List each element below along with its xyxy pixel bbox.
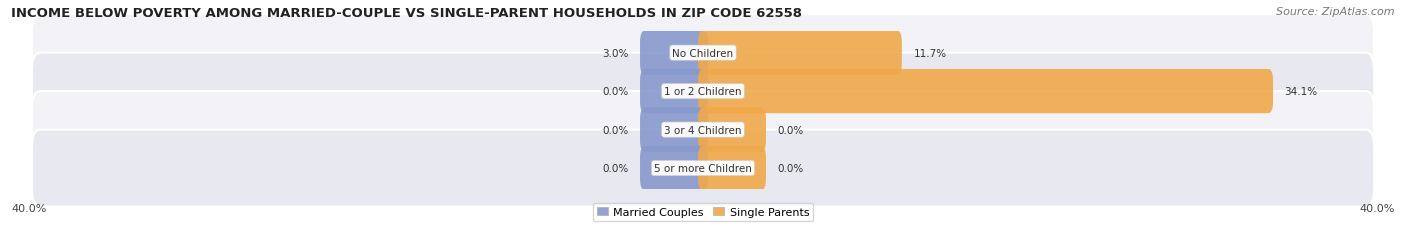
Text: 0.0%: 0.0%	[778, 125, 804, 135]
FancyBboxPatch shape	[640, 146, 709, 190]
FancyBboxPatch shape	[32, 53, 1374, 130]
FancyBboxPatch shape	[640, 70, 709, 114]
Text: Source: ZipAtlas.com: Source: ZipAtlas.com	[1277, 7, 1395, 17]
Text: 11.7%: 11.7%	[914, 49, 946, 58]
FancyBboxPatch shape	[32, 15, 1374, 92]
FancyBboxPatch shape	[640, 108, 709, 152]
Text: 0.0%: 0.0%	[602, 163, 628, 173]
Text: 3.0%: 3.0%	[602, 49, 628, 58]
FancyBboxPatch shape	[32, 92, 1374, 168]
Text: 40.0%: 40.0%	[11, 203, 46, 213]
Text: 34.1%: 34.1%	[1285, 87, 1317, 97]
Text: 1 or 2 Children: 1 or 2 Children	[664, 87, 742, 97]
Text: 5 or more Children: 5 or more Children	[654, 163, 752, 173]
Text: INCOME BELOW POVERTY AMONG MARRIED-COUPLE VS SINGLE-PARENT HOUSEHOLDS IN ZIP COD: INCOME BELOW POVERTY AMONG MARRIED-COUPL…	[11, 7, 803, 20]
FancyBboxPatch shape	[32, 130, 1374, 207]
Text: 0.0%: 0.0%	[602, 87, 628, 97]
FancyBboxPatch shape	[697, 31, 901, 76]
FancyBboxPatch shape	[640, 31, 709, 76]
Text: No Children: No Children	[672, 49, 734, 58]
Text: 0.0%: 0.0%	[602, 125, 628, 135]
Text: 0.0%: 0.0%	[778, 163, 804, 173]
FancyBboxPatch shape	[697, 108, 766, 152]
Legend: Married Couples, Single Parents: Married Couples, Single Parents	[593, 203, 813, 221]
Text: 40.0%: 40.0%	[1360, 203, 1395, 213]
FancyBboxPatch shape	[697, 146, 766, 190]
FancyBboxPatch shape	[697, 70, 1272, 114]
Text: 3 or 4 Children: 3 or 4 Children	[664, 125, 742, 135]
